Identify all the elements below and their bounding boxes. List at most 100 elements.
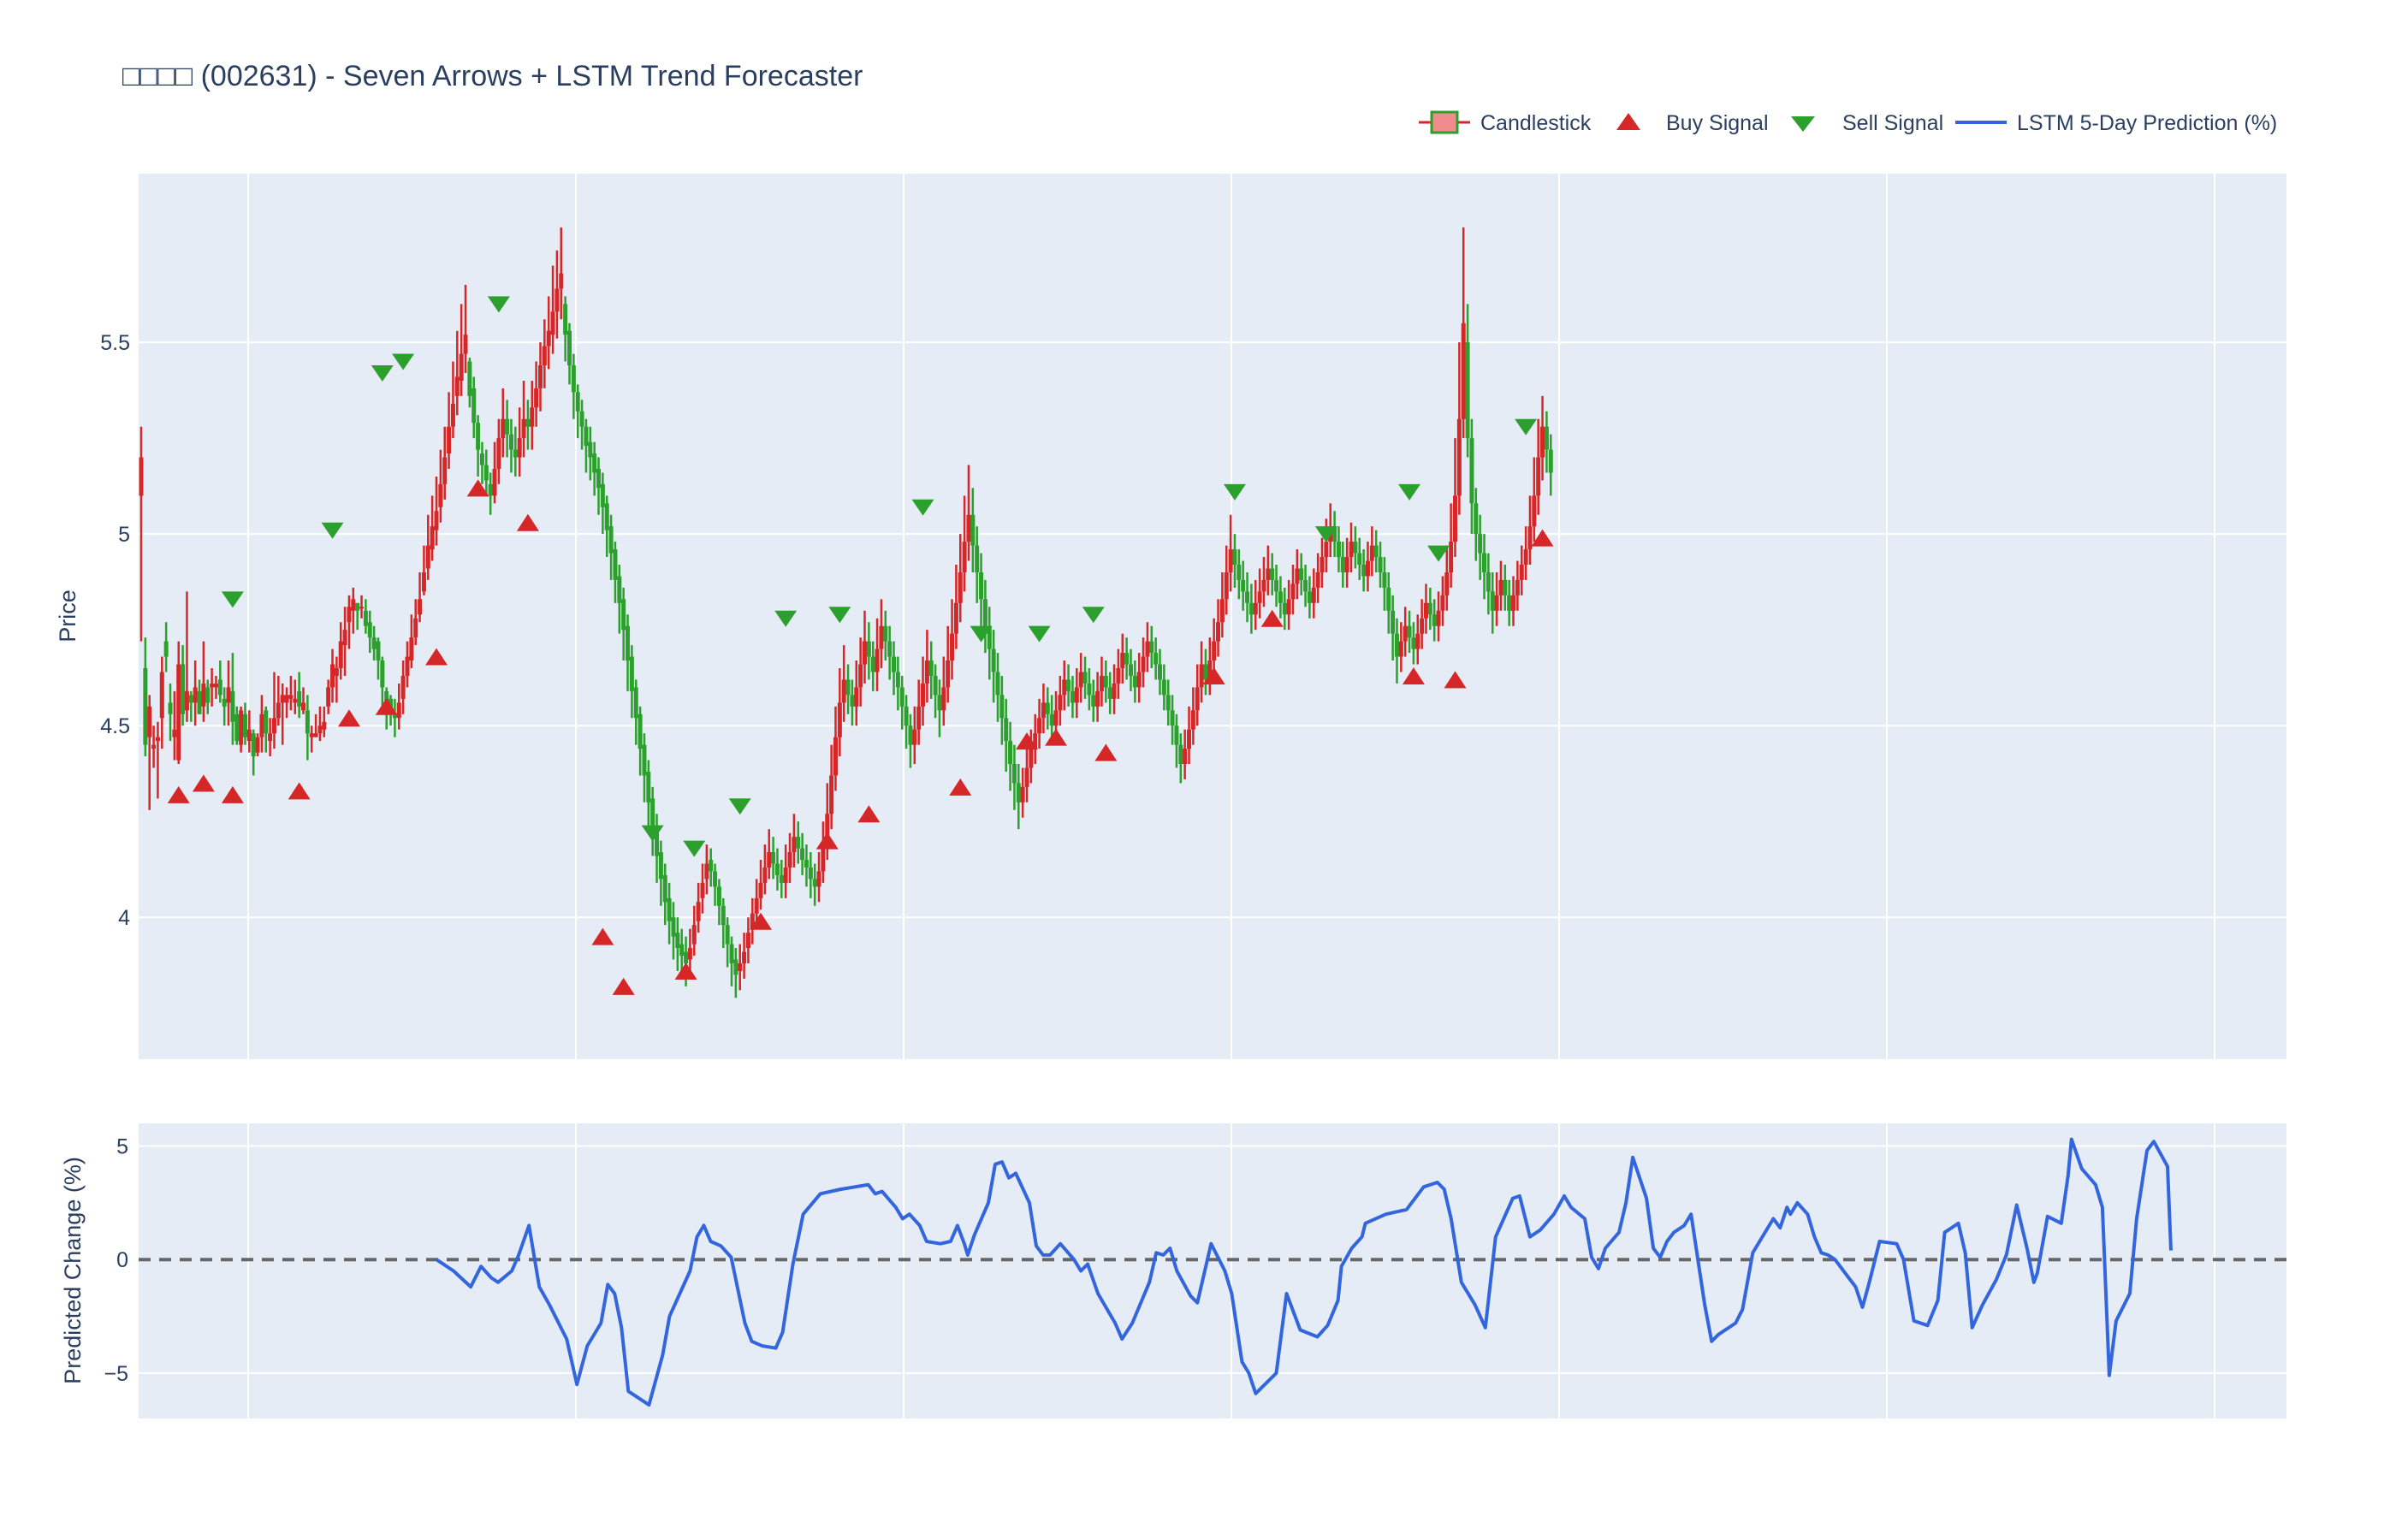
candle-body — [617, 576, 622, 603]
candle — [1161, 664, 1166, 711]
candle-body — [413, 618, 418, 638]
candle — [912, 706, 917, 764]
candle — [1461, 227, 1466, 439]
candle — [709, 848, 714, 887]
candle-body — [1120, 653, 1125, 668]
candle-body — [1203, 664, 1208, 680]
candle-body — [309, 733, 314, 737]
candle-body — [1199, 664, 1204, 688]
candle — [1245, 572, 1250, 623]
candle-body — [700, 882, 705, 898]
candle-body — [168, 702, 173, 714]
sell-signal-marker — [1223, 483, 1246, 500]
candle — [1411, 622, 1416, 665]
candle — [991, 630, 996, 703]
candle — [804, 844, 809, 887]
candle-body — [1049, 714, 1054, 726]
candle — [1453, 438, 1458, 558]
candle-body — [205, 687, 211, 703]
candle — [1540, 395, 1545, 481]
candle — [1099, 656, 1104, 707]
candle-body — [537, 365, 543, 388]
candle — [563, 296, 568, 362]
candle-body — [1295, 568, 1300, 584]
candle — [143, 637, 148, 757]
candle-body — [566, 330, 572, 366]
candle — [870, 641, 875, 691]
candle-body — [450, 403, 455, 427]
candle-body — [658, 852, 663, 880]
sell-signal-marker — [683, 840, 706, 857]
candle-body — [626, 625, 631, 661]
candle-body — [1237, 565, 1242, 580]
candle-body — [251, 733, 256, 757]
candle-body — [217, 679, 222, 696]
candle — [1532, 457, 1537, 542]
candle-body — [347, 607, 352, 623]
candle — [222, 687, 227, 726]
candle-body — [588, 441, 593, 458]
candle-body — [1099, 675, 1104, 691]
candle-body — [1045, 702, 1050, 714]
sell-signal-marker — [641, 825, 664, 842]
candle-body — [1544, 426, 1549, 450]
candle — [1536, 418, 1541, 515]
candle-body — [268, 733, 273, 742]
candle-body — [454, 376, 460, 396]
candle-body — [405, 656, 410, 676]
candle — [1378, 542, 1383, 588]
candle-body — [808, 867, 813, 880]
candle — [1315, 553, 1320, 603]
candle — [1369, 526, 1374, 577]
candle — [392, 698, 397, 737]
candle — [342, 607, 347, 676]
candle-body — [1270, 568, 1275, 580]
candle-body — [1145, 641, 1150, 657]
candle-body — [1456, 418, 1462, 496]
candle-body — [691, 925, 697, 945]
candle-body — [1261, 579, 1266, 592]
buy-signal-marker — [466, 479, 489, 497]
candle — [633, 679, 638, 745]
candle — [588, 426, 593, 481]
candle-body — [1112, 683, 1117, 699]
legend-item-sell[interactable]: Sell Signal — [1791, 111, 1943, 135]
legend-item-buy[interactable]: Buy Signal — [1616, 111, 1769, 135]
candle-body — [671, 917, 676, 937]
candle-body — [1444, 572, 1450, 595]
candle-body — [1216, 622, 1221, 642]
candle — [1228, 514, 1233, 592]
candle — [999, 675, 1005, 745]
candle-body — [351, 599, 356, 611]
candle — [758, 860, 763, 910]
buy-signals — [167, 479, 1554, 995]
prediction-axis-title: Predicted Change (%) — [60, 1157, 86, 1384]
candle-body — [1311, 587, 1316, 603]
candle — [687, 928, 692, 975]
candle-body — [1407, 625, 1412, 638]
candle — [762, 844, 768, 895]
candle — [188, 690, 193, 722]
candle-body — [608, 526, 614, 554]
candle-body — [176, 664, 181, 761]
candle-body — [1103, 675, 1108, 688]
candle — [151, 726, 157, 768]
candle-body — [1037, 718, 1042, 734]
candle — [1011, 744, 1017, 810]
candle — [447, 392, 452, 469]
candle-body — [1207, 660, 1213, 680]
buy-signal-marker — [612, 977, 635, 995]
legend-item-candlestick[interactable]: Candlestick — [1419, 110, 1592, 135]
buy-signal-marker — [516, 513, 539, 531]
candle-body — [812, 879, 817, 887]
candle — [953, 565, 958, 649]
candle-body — [463, 335, 468, 354]
candle-body — [1486, 572, 1491, 592]
candle-body — [1219, 599, 1225, 623]
legend-item-prediction[interactable]: LSTM 5-Day Prediction (%) — [1955, 111, 2277, 135]
candle — [754, 879, 759, 926]
candle — [434, 476, 439, 546]
candle — [1386, 572, 1391, 634]
candle — [1136, 653, 1142, 703]
candle-body — [958, 572, 963, 603]
